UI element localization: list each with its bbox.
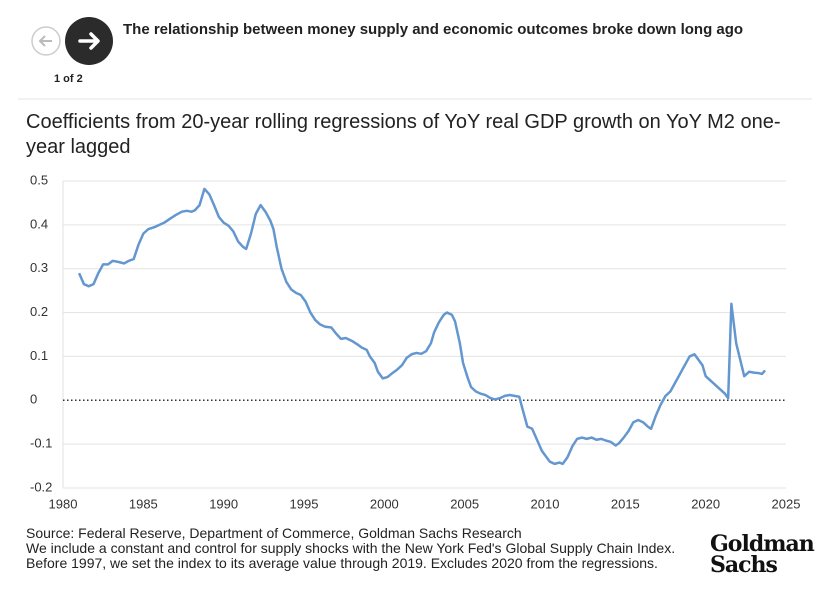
x-tick-label: 2015 <box>611 496 640 511</box>
y-tick-label: 0.3 <box>30 260 48 275</box>
y-tick-label: 0.2 <box>30 304 48 319</box>
source: Source: Federal Reserve, Department of C… <box>26 525 522 541</box>
header-title: The relationship between money supply an… <box>123 21 744 38</box>
y-tick-label: -0.2 <box>30 479 52 494</box>
x-tick-label: 1980 <box>49 496 78 511</box>
footnote: Source: Federal Reserve, Department of C… <box>26 526 706 571</box>
x-tick-label: 2010 <box>531 496 560 511</box>
note: We include a constant and control for su… <box>26 540 676 571</box>
x-tick-label: 1995 <box>290 496 319 511</box>
logo: Goldman Sachs <box>710 531 815 578</box>
y-tick-label: 0.5 <box>30 172 48 187</box>
logo-line: Goldman <box>710 531 815 557</box>
pager: 1 of 2 <box>54 73 83 85</box>
y-tick-label: 0 <box>30 392 37 407</box>
x-tick-label: 1985 <box>129 496 158 511</box>
logo-line: Sachs <box>710 552 778 578</box>
x-tick-label: 2000 <box>370 496 399 511</box>
x-tick-label: 1990 <box>209 496 238 511</box>
chart-title: Coefficients from 20-year rolling regres… <box>26 111 781 158</box>
back-button[interactable] <box>31 26 61 56</box>
y-tick-label: 0.1 <box>30 348 48 363</box>
x-tick-label: 2020 <box>691 496 720 511</box>
x-tick-label: 2025 <box>772 496 801 511</box>
y-tick-label: 0.4 <box>30 216 48 231</box>
data-line <box>77 187 767 466</box>
next-button[interactable] <box>65 17 113 65</box>
y-tick-label: -0.1 <box>30 436 52 451</box>
x-tick-label: 2005 <box>450 496 479 511</box>
